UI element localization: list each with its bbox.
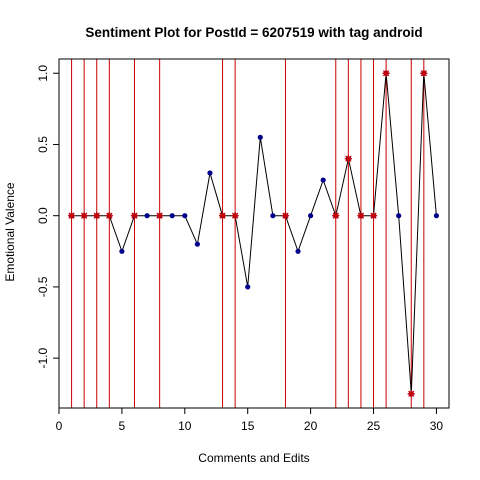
x-tick-label: 20 bbox=[304, 419, 318, 433]
data-point bbox=[245, 284, 250, 289]
edit-marker bbox=[408, 390, 415, 397]
edit-marker bbox=[420, 70, 427, 77]
y-tick-label: -0.5 bbox=[36, 276, 50, 297]
data-point bbox=[207, 170, 212, 175]
data-point bbox=[434, 213, 439, 218]
data-points bbox=[69, 71, 439, 397]
edit-marker bbox=[382, 70, 389, 77]
data-point bbox=[270, 213, 275, 218]
data-point bbox=[295, 249, 300, 254]
edit-marker bbox=[81, 212, 88, 219]
x-tick-label: 30 bbox=[430, 419, 444, 433]
edit-marker bbox=[370, 212, 377, 219]
data-point bbox=[119, 249, 124, 254]
data-point bbox=[321, 177, 326, 182]
x-axis: 0 5 10 15 20 25 30 bbox=[56, 408, 444, 433]
data-point bbox=[258, 135, 263, 140]
y-tick-label: 1.0 bbox=[36, 65, 50, 82]
edit-marker bbox=[93, 212, 100, 219]
x-tick-label: 25 bbox=[367, 419, 381, 433]
chart-title: Sentiment Plot for PostId = 6207519 with… bbox=[85, 25, 422, 40]
edit-marker bbox=[106, 212, 113, 219]
x-tick-label: 10 bbox=[178, 419, 192, 433]
data-point bbox=[195, 242, 200, 247]
y-tick-label: 0.0 bbox=[36, 207, 50, 224]
edit-marker bbox=[219, 212, 226, 219]
x-tick-label: 15 bbox=[241, 419, 255, 433]
series-line bbox=[72, 73, 437, 394]
y-axis: -1.0 -0.5 0.0 0.5 1.0 bbox=[36, 65, 59, 369]
data-point bbox=[308, 213, 313, 218]
edit-marker bbox=[345, 155, 352, 162]
edit-marker bbox=[332, 212, 339, 219]
edit-marker bbox=[156, 212, 163, 219]
data-point bbox=[144, 213, 149, 218]
data-point bbox=[396, 213, 401, 218]
plot-frame bbox=[59, 59, 449, 408]
data-point bbox=[170, 213, 175, 218]
data-point bbox=[182, 213, 187, 218]
edit-lines bbox=[72, 59, 424, 408]
x-axis-label: Comments and Edits bbox=[198, 451, 309, 465]
x-tick-label: 5 bbox=[119, 419, 126, 433]
edit-marker bbox=[232, 212, 239, 219]
y-tick-label: -1.0 bbox=[36, 347, 50, 368]
edit-marker bbox=[357, 212, 364, 219]
y-tick-label: 0.5 bbox=[36, 136, 50, 153]
edit-marker bbox=[68, 212, 75, 219]
edit-marker bbox=[282, 212, 289, 219]
edit-marker bbox=[131, 212, 138, 219]
x-tick-label: 0 bbox=[56, 419, 63, 433]
y-axis-label: Emotional Valence bbox=[3, 182, 17, 281]
